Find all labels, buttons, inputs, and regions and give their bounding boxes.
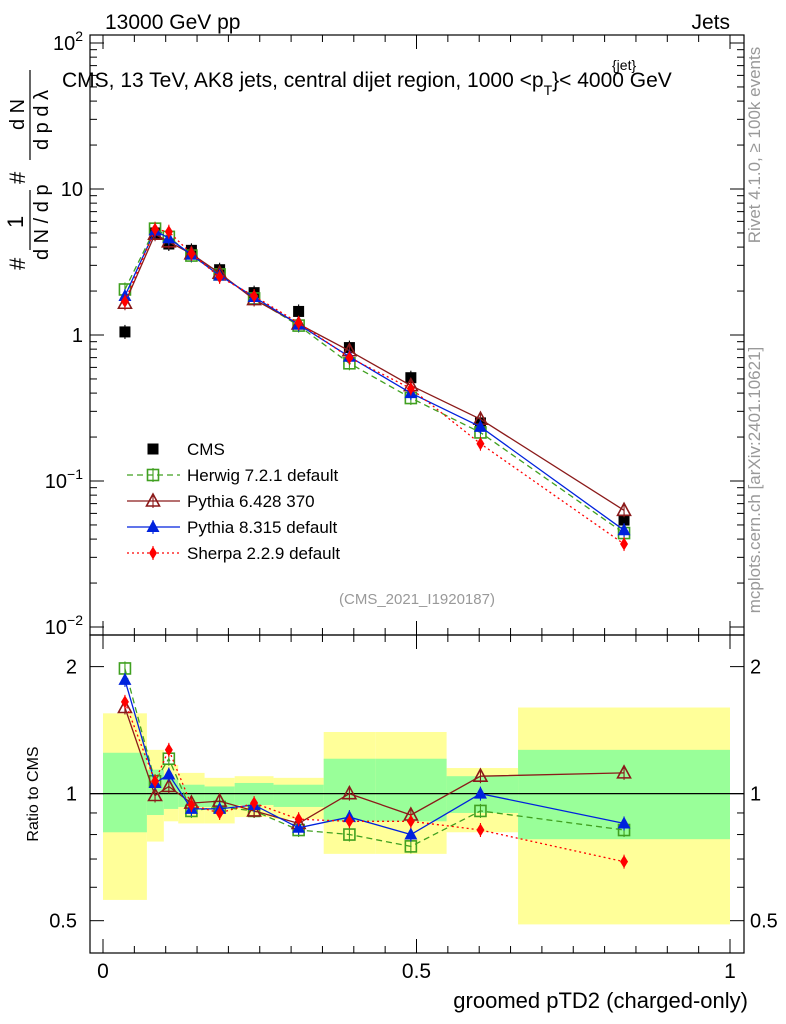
main-point-sherpa-2-2-9-default-5	[250, 289, 259, 303]
legend-label: Sherpa 2.2.9 default	[187, 544, 340, 563]
main-title: CMS, 13 TeV, AK8 jets, central dijet reg…	[62, 69, 672, 98]
main-point-sherpa-2-2-9-default-8	[406, 382, 415, 396]
main-line-herwig-7-2-1-default	[124, 227, 625, 534]
ratio-panel-series	[117, 661, 632, 869]
ratio-point-sherpa-2-2-9-default-2	[164, 743, 173, 757]
ylabel-den: d N / d p	[31, 184, 53, 260]
main-point-sherpa-2-2-9-default-10	[620, 537, 629, 551]
legend: CMS Herwig 7.2.1 default Pythia 6.428 370 P…	[127, 440, 340, 563]
main-point-pythia-8-315-default-9	[473, 419, 487, 432]
main-point-sherpa-2-2-9-default-1	[151, 222, 160, 236]
main-y-tick-label: 10−1	[45, 466, 83, 493]
title-sub: T	[544, 82, 553, 98]
main-point-sherpa-2-2-9-default-3	[187, 247, 196, 261]
ratio-point-sherpa-2-2-9-default-8	[406, 814, 415, 828]
ylabel-num: d N	[7, 99, 29, 130]
ratio-point-pythia-8-315-default-8	[404, 827, 418, 840]
header-right: Jets	[691, 11, 730, 34]
main-point-sherpa-2-2-9-default-6	[294, 316, 303, 330]
main-point-cms-6	[293, 305, 305, 317]
main-point-pythia-6-428-370-10	[616, 501, 632, 517]
ratio-point-pythia-8-315-default-9	[473, 786, 487, 799]
main-point-pythia-8-315-default-10	[617, 523, 631, 536]
legend-label: CMS	[187, 440, 225, 459]
ratio-y-tick-label-right: 0.5	[750, 911, 778, 933]
ratio-point-sherpa-2-2-9-default-4	[215, 806, 224, 820]
legend-label: Herwig 7.2.1 default	[187, 466, 338, 485]
ratio-point-pythia-8-315-default-10	[617, 816, 631, 829]
ratio-point-pythia-8-315-default-6	[292, 820, 306, 833]
ratio-point-herwig-7-2-1-default-7	[343, 828, 356, 841]
ratio-y-tick-label-right: 2	[750, 657, 761, 679]
ratio-point-pythia-6-428-370-7	[341, 784, 358, 800]
ratio-point-sherpa-2-2-9-default-10	[620, 855, 629, 869]
ylabel-hash: #	[5, 257, 30, 270]
ylabel-hash-2: #	[5, 171, 30, 184]
main-panel-series	[117, 221, 632, 552]
ratio-point-sherpa-2-2-9-default-7	[345, 814, 354, 828]
main-point-sherpa-2-2-9-default-0	[120, 294, 129, 308]
ratio-band-inner	[273, 784, 324, 807]
ratio-y-tick-label-left: 2	[66, 657, 77, 679]
main-y-tick-label: 10−2	[45, 612, 83, 639]
ratio-point-herwig-7-2-1-default-9	[474, 804, 487, 818]
title-text-post: }< 4000 GeV	[552, 69, 672, 92]
legend-marker	[147, 443, 159, 455]
ratio-point-sherpa-2-2-9-default-6	[294, 812, 303, 826]
main-point-cms-10	[618, 514, 630, 526]
ratio-ylabel: Ratio to CMS	[25, 746, 42, 841]
ratio-point-pythia-6-428-370-1	[147, 786, 163, 802]
ratio-point-pythia-6-428-370-9	[472, 767, 489, 782]
main-y-tick-label: 10	[61, 179, 83, 201]
main-panel-ticks: 102 10 1 10−1 10−2	[45, 28, 744, 639]
analysis-watermark: (CMS_2021_I1920187)	[339, 591, 495, 608]
ratio-point-sherpa-2-2-9-default-9	[476, 823, 485, 837]
ratio-point-pythia-6-428-370-2	[160, 777, 177, 793]
ratio-y-tick-label-left: 0.5	[49, 911, 77, 933]
title-text-pre: CMS, 13 TeV, AK8 jets, central dijet reg…	[62, 69, 544, 92]
legend-marker	[149, 546, 157, 560]
legend-marker	[146, 468, 160, 482]
ratio-point-sherpa-2-2-9-default-0	[120, 695, 129, 709]
ratio-point-pythia-8-315-default-0	[118, 672, 132, 685]
ylabel-one: 1	[3, 216, 28, 228]
main-point-sherpa-2-2-9-default-9	[476, 437, 485, 451]
main-line-sherpa-2-2-9-default	[124, 228, 625, 545]
ratio-band-inner	[103, 752, 147, 833]
legend-label: Pythia 8.315 default	[187, 518, 338, 537]
header-left: 13000 GeV pp	[105, 11, 240, 34]
main-y-tick-label: 1	[72, 325, 83, 347]
ratio-y-tick-label-left: 1	[66, 784, 77, 806]
legend-marker	[146, 520, 160, 532]
legend-label: Pythia 6.428 370	[187, 492, 315, 511]
main-point-sherpa-2-2-9-default-4	[215, 270, 224, 284]
main-point-cms-0	[119, 326, 131, 338]
ratio-point-sherpa-2-2-9-default-1	[151, 774, 160, 788]
ylabel-den2: d p d λ	[31, 90, 53, 150]
main-ylabel: # 1 d N / d p # d N d p d λ	[3, 70, 53, 270]
ratio-point-pythia-6-428-370-0	[117, 698, 133, 714]
ratio-point-pythia-8-315-default-2	[162, 767, 176, 780]
main-point-sherpa-2-2-9-default-7	[345, 351, 354, 365]
ratio-panel-ticks: 0.5 0.5 1 1 2 2 0 0.5 1	[49, 635, 778, 983]
ratio-point-sherpa-2-2-9-default-3	[187, 798, 196, 812]
main-point-sherpa-2-2-9-default-2	[164, 225, 173, 239]
title-sup: {jet}	[612, 57, 636, 73]
mcplots-label: mcplots.cern.ch [arXiv:2401.10621]	[745, 347, 764, 613]
x-tick-label: 0.5	[402, 960, 431, 983]
ratio-point-pythia-6-428-370-10	[616, 764, 632, 779]
ratio-y-tick-label-right: 1	[750, 784, 761, 806]
ratio-point-sherpa-2-2-9-default-5	[250, 796, 259, 810]
legend-marker	[145, 492, 161, 507]
rivet-label: Rivet 4.1.0, ≥ 100k events	[745, 47, 764, 243]
x-tick-label: 0	[97, 960, 109, 983]
x-tick-label: 1	[724, 960, 736, 983]
xlabel: groomed pTD2 (charged-only)	[453, 988, 748, 1013]
main-y-tick-label: 102	[53, 28, 83, 55]
